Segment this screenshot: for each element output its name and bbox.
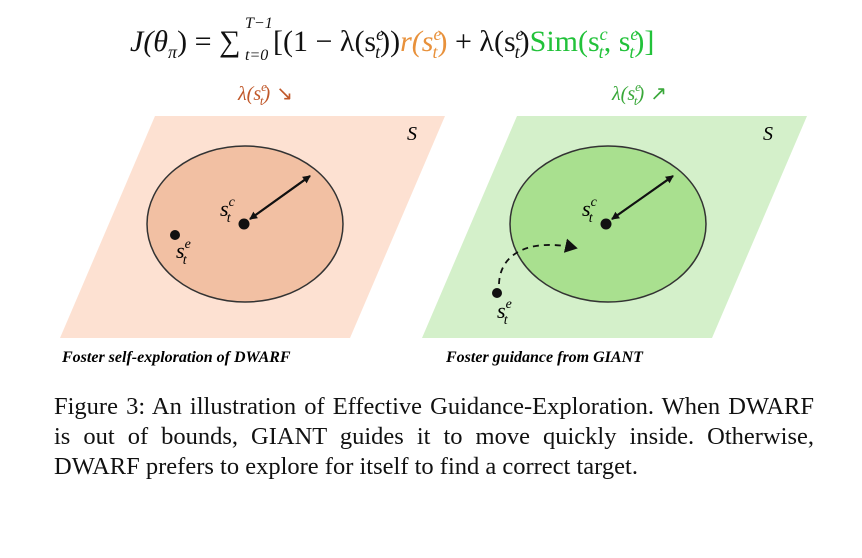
- right-explore-point: [492, 288, 502, 298]
- sum-operator: ∑ T−1 t=0: [219, 15, 273, 64]
- eq-comma: , s: [603, 25, 631, 58]
- eq-mid2: ): [519, 25, 530, 58]
- figure-caption: Figure 3: An illustration of Effective G…: [54, 393, 814, 480]
- eq-lhs-close: ) =: [177, 25, 212, 58]
- left-panel-caption: Foster self-exploration of DWARF: [61, 349, 291, 366]
- sum-upper: T−1: [245, 15, 273, 32]
- guidance-diagram: λ(se t) ↘ S sc t se t Foster self-exploratio…: [60, 79, 807, 366]
- objective-equation: J(θπ) = ∑ T−1 t=0 [(1 − λ(set))r(set) + …: [0, 0, 862, 80]
- left-space-label: S: [407, 123, 417, 145]
- left-point-label: se t: [176, 237, 191, 268]
- right-point-label: se t: [497, 297, 512, 328]
- eq-sim-sub-2: t: [629, 42, 635, 62]
- left-explore-point: [170, 230, 180, 240]
- eq-sim-sup-e: e: [630, 24, 639, 44]
- eq-lambda2-sup: e: [515, 24, 524, 44]
- left-radius-arrow-back: [249, 175, 311, 220]
- eq-se-sub: t: [375, 42, 381, 62]
- sum-symbol: ∑: [219, 25, 241, 58]
- left-center-point: [238, 218, 250, 230]
- eq-se-sup: e: [376, 24, 385, 44]
- left-panel: λ(se t) ↘ S sc t se t Foster self-exploratio…: [60, 79, 445, 366]
- eq-plus: + λ(s: [447, 25, 516, 58]
- eq-lhs: J(θ: [130, 25, 169, 58]
- eq-sim-sup-c: c: [599, 24, 608, 44]
- eq-reward: r(s: [400, 25, 434, 58]
- sum-lower: t=0: [245, 47, 269, 64]
- eq-sim: Sim(s: [529, 25, 600, 58]
- eq-reward-close: ): [437, 25, 448, 58]
- left-lambda-label: λ(se t) ↘: [237, 79, 293, 108]
- eq-sim-close: )]: [634, 25, 655, 58]
- right-radius-arrow-back: [611, 175, 674, 220]
- eq-sim-sub-1: t: [598, 42, 604, 62]
- right-center-point: [600, 218, 612, 230]
- right-lambda-label: λ(se t) ↗: [611, 79, 667, 108]
- left-center-label: sc t: [220, 195, 236, 226]
- eq-open: [(1 − λ(s: [273, 25, 377, 58]
- eq-lhs-sub: π: [168, 42, 178, 62]
- right-panel-caption: Foster guidance from GIANT: [445, 349, 644, 366]
- right-panel: λ(se t) ↗ S sc t se t Foster guidance from G…: [422, 79, 807, 366]
- eq-mid1: )): [380, 25, 401, 58]
- eq-lambda2-sub: t: [514, 42, 520, 62]
- right-center-label: sc t: [582, 195, 598, 226]
- right-space-label: S: [763, 123, 773, 145]
- eq-reward-sub: t: [432, 42, 438, 62]
- eq-reward-sup: e: [433, 24, 442, 44]
